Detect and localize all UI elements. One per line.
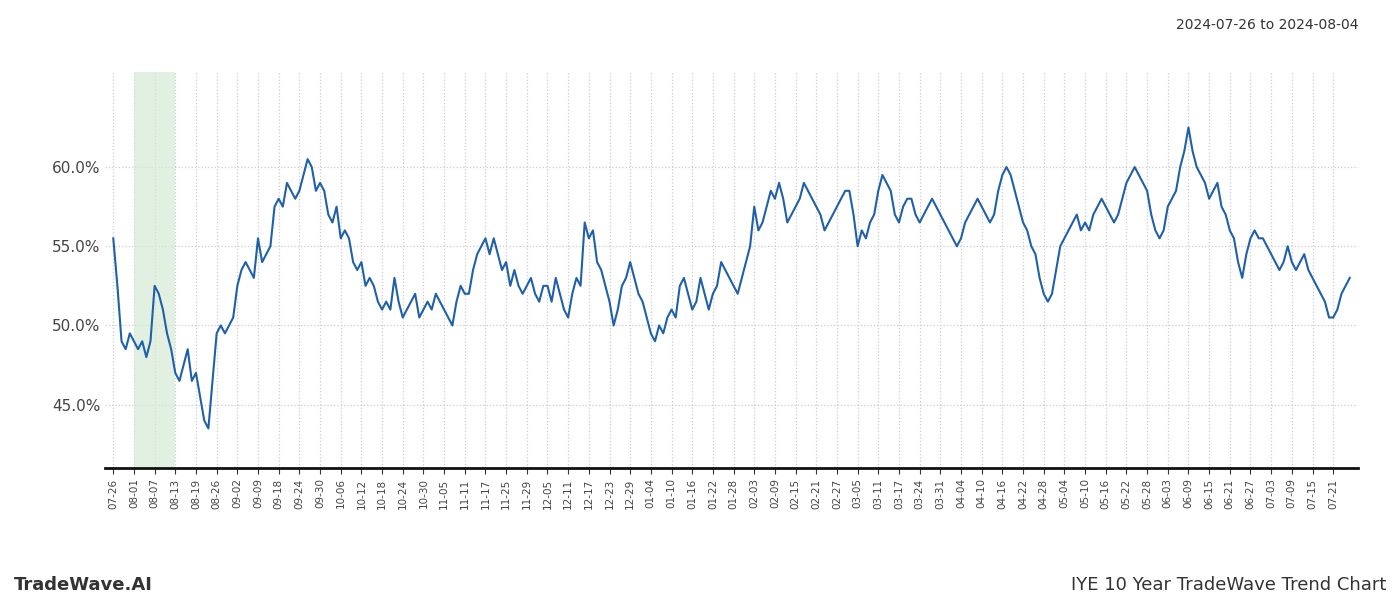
- Text: IYE 10 Year TradeWave Trend Chart: IYE 10 Year TradeWave Trend Chart: [1071, 576, 1386, 594]
- Text: TradeWave.AI: TradeWave.AI: [14, 576, 153, 594]
- Text: 2024-07-26 to 2024-08-04: 2024-07-26 to 2024-08-04: [1176, 18, 1358, 32]
- Bar: [134, 72, 175, 468]
